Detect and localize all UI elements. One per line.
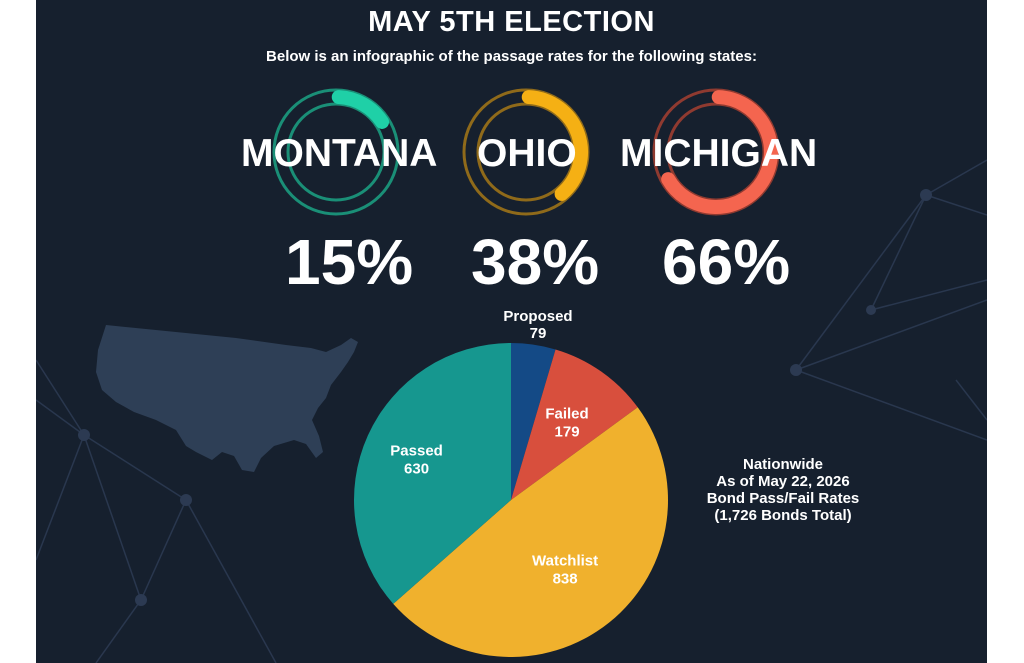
- network-background: [36, 159, 987, 663]
- pie-label-watchlist-value: 838: [553, 570, 578, 587]
- note-line-3: Bond Pass/Fail Rates: [706, 490, 860, 507]
- pie-label-failed-value: 179: [555, 423, 580, 440]
- note-line-4: (1,726 Bonds Total): [714, 507, 852, 524]
- pie-label-watchlist-name: Watchlist: [532, 552, 598, 569]
- pie-label-proposed-value: 79: [529, 325, 547, 342]
- note-line-2: As of May 22, 2026: [716, 473, 850, 490]
- progress-arc-ohio: [521, 90, 588, 201]
- pie-label-passed-name: Passed: [390, 442, 443, 459]
- michigan-progress-ring: [652, 88, 780, 216]
- montana-progress-ring: [272, 88, 400, 216]
- pie-slice-watchlist: [393, 407, 669, 658]
- pie-slice-proposed: [511, 343, 556, 500]
- progress-arc-michigan: [661, 90, 778, 214]
- state-name-montana: MONTANA: [241, 132, 438, 175]
- note-line-1: Nationwide: [742, 456, 823, 473]
- pie-slice-failed: [511, 349, 638, 500]
- pie-label-proposed-name: Proposed: [503, 308, 573, 325]
- nationwide-note: Nationwide As of May 22, 2026 Bond Pass/…: [678, 456, 888, 524]
- ohio-progress-ring: [462, 88, 590, 216]
- state-percent-montana: 15%: [285, 226, 414, 298]
- page-title: MAY 5TH ELECTION: [368, 6, 655, 38]
- pie-label-proposed: Proposed 79: [478, 308, 598, 342]
- pie-label-failed-name: Failed: [545, 405, 588, 422]
- state-percent-ohio: 38%: [471, 226, 600, 298]
- state-percent-michigan: 66%: [662, 226, 791, 298]
- progress-arc-montana: [331, 90, 390, 129]
- pie-label-passed-value: 630: [404, 460, 429, 477]
- usa-map-silhouette: [96, 325, 358, 472]
- infographic-panel: MAY 5TH ELECTION Below is an infographic…: [36, 0, 987, 663]
- state-name-ohio: OHIO: [477, 132, 577, 175]
- state-name-michigan: MICHIGAN: [620, 132, 818, 175]
- pie-slice-passed: [353, 343, 511, 604]
- page-subtitle: Below is an infographic of the passage r…: [266, 48, 757, 65]
